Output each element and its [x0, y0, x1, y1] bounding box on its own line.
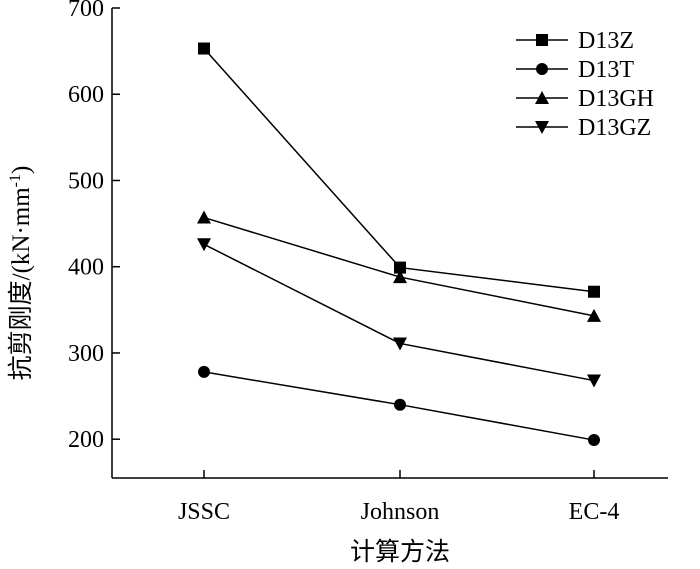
legend-item-d13t: D13T [516, 57, 634, 83]
series-d13gz [197, 238, 601, 388]
legend-marker-d13gz [535, 121, 549, 134]
series-d13t [198, 365, 600, 447]
point-d13z-ec-4 [588, 285, 600, 298]
y-axis-title: 抗剪刚度/(kN·mm-1) [7, 166, 35, 381]
legend-item-d13gh: D13GH [516, 86, 654, 112]
x-tick-label-jssc: JSSC [178, 499, 230, 525]
y-tick-label-600: 600 [68, 82, 104, 108]
point-d13gh-johnson [393, 270, 407, 284]
point-d13gz-jssc [197, 238, 211, 252]
y-axis-title-close: ) [8, 166, 35, 174]
legend: D13Z D13T D13GH D13GZ [516, 28, 654, 141]
series-line-d13z [203, 48, 595, 293]
y-ticks: 200 300 400 500 600 700 [68, 0, 120, 453]
legend-marker-d13t [536, 63, 548, 75]
point-d13gz-johnson [393, 337, 407, 351]
legend-marker-d13gh [535, 91, 549, 104]
series-layer [197, 42, 601, 447]
point-d13t-ec-4 [588, 434, 600, 447]
x-tick-label-johnson: Johnson [361, 499, 440, 525]
legend-label-d13gz: D13GZ [578, 115, 651, 141]
y-tick-label-300: 300 [68, 341, 104, 367]
series-d13gh [197, 210, 601, 322]
legend-label-d13gh: D13GH [578, 86, 654, 112]
series-d13z [198, 42, 600, 298]
point-d13t-jssc [198, 365, 210, 378]
legend-label-d13t: D13T [578, 57, 634, 83]
y-tick-label-700: 700 [68, 0, 104, 22]
y-tick-label-400: 400 [68, 255, 104, 281]
x-axis-title: 计算方法 [350, 538, 450, 566]
legend-label-d13z: D13Z [578, 28, 634, 54]
point-d13gz-ec-4 [587, 374, 601, 388]
y-tick-label-200: 200 [68, 427, 104, 453]
legend-marker-d13z [536, 34, 548, 46]
point-d13gh-jssc [197, 210, 211, 224]
y-tick-label-500: 500 [68, 168, 104, 194]
point-d13gh-ec-4 [587, 308, 601, 322]
plot-area: 200 300 400 500 600 700 JSSC Johnson EC-4 [68, 0, 668, 525]
legend-item-d13z: D13Z [516, 28, 634, 54]
point-d13t-johnson [394, 398, 406, 411]
x-tick-label-ec-4: EC-4 [569, 499, 620, 525]
legend-item-d13gz: D13GZ [516, 115, 651, 141]
point-d13z-jssc [198, 42, 210, 55]
y-axis-title-sup: -1 [7, 174, 24, 187]
x-ticks: JSSC Johnson EC-4 [178, 470, 619, 525]
y-axis-title-main: 抗剪刚度/(kN·mm [7, 187, 35, 381]
point-d13z-johnson [394, 261, 406, 274]
